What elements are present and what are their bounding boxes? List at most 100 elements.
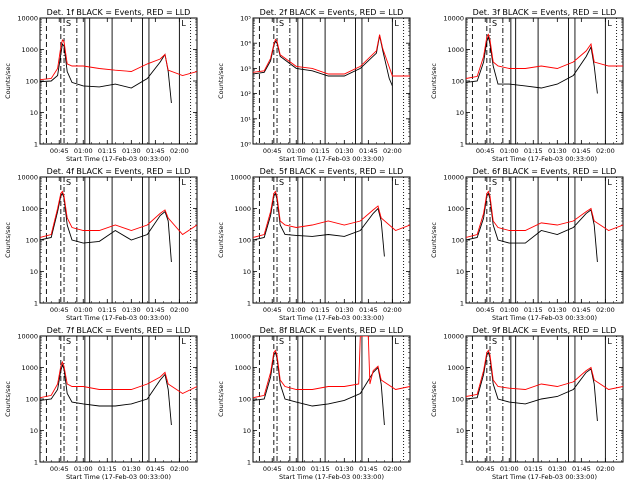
x-tick-label: 01:30 (335, 147, 354, 155)
x-tick-label: 02:00 (170, 306, 189, 314)
y-tick-label: 1 (460, 300, 464, 308)
y-tick-label: 1000 (447, 364, 464, 372)
x-tick-label: 00:45 (476, 147, 495, 155)
plot-frame (39, 17, 198, 145)
y-tick-label: 10000 (443, 15, 464, 23)
x-tick-label: 01:45 (572, 147, 591, 155)
panel-title: Det. 4f BLACK = Events, RED = LLD (47, 167, 191, 176)
x-tick-label: 02:00 (170, 147, 189, 155)
x-tick-label: 01:15 (311, 147, 330, 155)
lld-series-line (40, 360, 197, 399)
plot-frame (252, 17, 411, 145)
x-tick-label: 00:45 (476, 306, 495, 314)
x-tick-label: 01:30 (548, 306, 567, 314)
panel-det-5: Det. 5f BLACK = Events, RED = LLD 1 10 100 1… (217, 167, 411, 322)
y-tick-label: 100 (26, 78, 38, 86)
x-tick-label: 02:00 (383, 306, 402, 314)
x-tick-label: 01:30 (335, 306, 354, 314)
x-tick-label: 02:00 (596, 306, 615, 314)
y-tick-label: 100 (452, 237, 464, 245)
y-tick-label: 100 (239, 237, 251, 245)
x-axis-label: Start Time (17-Feb-03 00:33:00) (492, 155, 597, 163)
y-tick-label: 1000 (447, 46, 464, 54)
x-tick-label: 01:15 (524, 147, 543, 155)
y-tick-label: 10⁰ (240, 141, 251, 149)
panel-title: Det. 8f BLACK = Events, RED = LLD (260, 326, 404, 335)
event-marker-label: S (492, 178, 497, 187)
y-tick-label: 1 (460, 459, 464, 467)
x-tick-label: 01:00 (287, 465, 306, 473)
x-tick-label: 01:00 (287, 306, 306, 314)
y-tick-label: 10 (30, 268, 38, 276)
x-tick-label: 01:45 (572, 465, 591, 473)
x-tick-label: 01:00 (74, 465, 93, 473)
x-tick-label: 00:45 (50, 465, 69, 473)
lld-series-line (253, 34, 410, 77)
y-tick-label: 10000 (230, 174, 251, 182)
events-series-line (253, 351, 385, 426)
y-axis-label: Counts/sec (217, 381, 225, 417)
y-tick-label: 1 (247, 300, 251, 308)
x-tick-label: 01:30 (122, 147, 141, 155)
panel-det-3: Det. 3f BLACK = Events, RED = LLD 1 10 100 1… (430, 8, 624, 163)
x-tick-label: 01:45 (359, 147, 378, 155)
lld-series-line (253, 190, 410, 238)
panel-det-4: Det. 4f BLACK = Events, RED = LLD 1 10 100 1… (4, 167, 198, 322)
y-tick-label: 1000 (447, 205, 464, 213)
y-tick-label: 10⁴ (240, 40, 251, 48)
y-tick-label: 1 (34, 141, 38, 149)
x-axis-label: Start Time (17-Feb-03 00:33:00) (492, 473, 597, 480)
events-series-line (466, 192, 598, 263)
y-axis-label: Counts/sec (430, 222, 438, 258)
x-axis-label: Start Time (17-Feb-03 00:33:00) (279, 314, 384, 322)
x-tick-label: 01:15 (98, 306, 117, 314)
x-tick-label: 01:45 (359, 465, 378, 473)
x-tick-label: 01:30 (548, 147, 567, 155)
event-marker-label: L (394, 178, 399, 187)
event-marker-label: S (492, 337, 497, 346)
panel-det-8: Det. 8f BLACK = Events, RED = LLD 1 10 100 1… (217, 326, 411, 480)
events-series-line (40, 192, 172, 263)
y-tick-label: 1 (34, 459, 38, 467)
y-tick-label: 10⁵ (240, 15, 251, 23)
x-tick-label: 01:15 (98, 147, 117, 155)
y-tick-label: 10 (456, 109, 464, 117)
y-tick-label: 10 (243, 268, 251, 276)
y-tick-label: 100 (452, 396, 464, 404)
events-series-line (40, 363, 172, 426)
event-marker-label: L (181, 178, 186, 187)
x-tick-label: 01:45 (146, 465, 165, 473)
x-tick-label: 00:45 (263, 147, 282, 155)
y-tick-label: 1 (34, 300, 38, 308)
x-axis-label: Start Time (17-Feb-03 00:33:00) (492, 314, 597, 322)
y-tick-label: 100 (26, 396, 38, 404)
event-marker-label: S (66, 178, 71, 187)
event-marker-label: L (181, 337, 186, 346)
y-axis-label: Counts/sec (217, 63, 225, 99)
x-tick-label: 01:30 (335, 465, 354, 473)
x-tick-label: 01:30 (122, 306, 141, 314)
y-tick-label: 10000 (443, 174, 464, 182)
y-tick-label: 1000 (21, 364, 38, 372)
y-tick-label: 10000 (230, 333, 251, 341)
x-tick-label: 01:15 (311, 306, 330, 314)
y-tick-label: 10000 (17, 333, 38, 341)
panel-det-7: Det. 7f BLACK = Events, RED = LLD 1 10 100 1… (4, 326, 198, 480)
y-tick-label: 100 (239, 396, 251, 404)
event-marker-label: S (66, 337, 71, 346)
lld-series-line (40, 39, 197, 81)
x-tick-label: 01:00 (74, 306, 93, 314)
event-marker-label: S (279, 178, 284, 187)
x-tick-label: 01:45 (572, 306, 591, 314)
x-tick-label: 01:45 (146, 147, 165, 155)
x-tick-label: 01:00 (500, 465, 519, 473)
x-tick-label: 01:15 (524, 306, 543, 314)
panel-title: Det. 3f BLACK = Events, RED = LLD (473, 8, 617, 17)
x-tick-label: 01:15 (311, 465, 330, 473)
event-marker-label: L (394, 19, 399, 28)
y-tick-label: 1000 (21, 46, 38, 54)
y-tick-label: 1 (460, 141, 464, 149)
y-axis-label: Counts/sec (430, 381, 438, 417)
panel-det-2: Det. 2f BLACK = Events, RED = LLD 10⁰ 10¹ 1… (217, 8, 411, 163)
lld-series-line (466, 33, 623, 79)
